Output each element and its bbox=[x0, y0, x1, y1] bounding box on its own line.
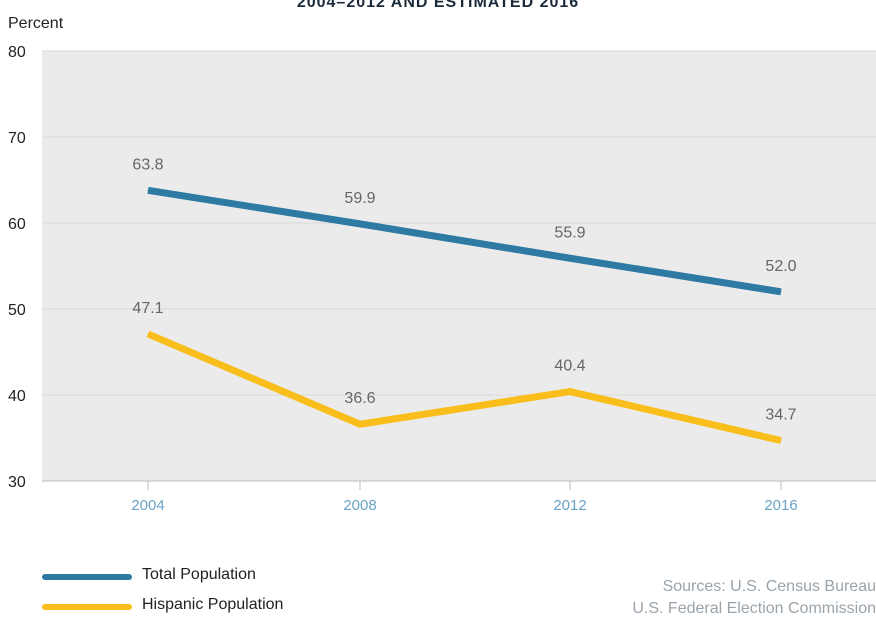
data-point bbox=[359, 223, 361, 225]
sources-line-1: Sources: U.S. Census Bureau bbox=[662, 578, 876, 595]
data-point bbox=[780, 291, 782, 293]
series-line-total bbox=[147, 186, 782, 296]
legend-label-hispanic: Hispanic Population bbox=[142, 596, 284, 613]
data-point bbox=[569, 257, 571, 259]
y-tick-label: 70 bbox=[8, 130, 26, 147]
data-label: 47.1 bbox=[132, 300, 163, 317]
data-point bbox=[569, 391, 571, 393]
y-tick-label: 40 bbox=[8, 388, 26, 405]
x-tick-label: 2012 bbox=[553, 497, 586, 514]
x-tick-label: 2008 bbox=[343, 497, 376, 514]
y-tick-label: 30 bbox=[8, 474, 26, 491]
data-label: 59.9 bbox=[344, 190, 375, 207]
x-tick-label: 2016 bbox=[764, 497, 797, 514]
y-axis-label: Percent bbox=[8, 15, 64, 32]
data-label: 36.6 bbox=[344, 390, 375, 407]
y-tick-label: 50 bbox=[8, 302, 26, 319]
data-label: 55.9 bbox=[554, 224, 585, 241]
data-point bbox=[780, 440, 782, 442]
plot-area bbox=[42, 51, 876, 481]
data-label: 52.0 bbox=[765, 258, 796, 275]
y-tick-label: 80 bbox=[8, 44, 26, 61]
y-tick-label: 60 bbox=[8, 216, 26, 233]
legend-swatch-hispanic bbox=[42, 604, 132, 610]
legend-label-total: Total Population bbox=[142, 566, 256, 583]
data-point bbox=[147, 333, 149, 335]
line-chart: 30 40 50 60 70 80 Percent 2004 2008 2012 2016 63.8 5… bbox=[8, 15, 876, 514]
data-point bbox=[359, 423, 361, 425]
series-line-hispanic bbox=[146, 330, 782, 444]
x-tick-label: 2004 bbox=[131, 497, 164, 514]
data-label: 34.7 bbox=[765, 407, 796, 424]
data-label: 63.8 bbox=[132, 156, 163, 173]
legend-swatch-total bbox=[42, 574, 132, 580]
sources-line-2: U.S. Federal Election Commission bbox=[632, 600, 876, 617]
data-point bbox=[147, 189, 149, 191]
data-label: 40.4 bbox=[554, 358, 585, 375]
sources-note: Sources: U.S. Census Bureau U.S. Federal… bbox=[626, 576, 876, 620]
chart-title: 2004–2012 AND ESTIMATED 2016 bbox=[296, 0, 580, 11]
